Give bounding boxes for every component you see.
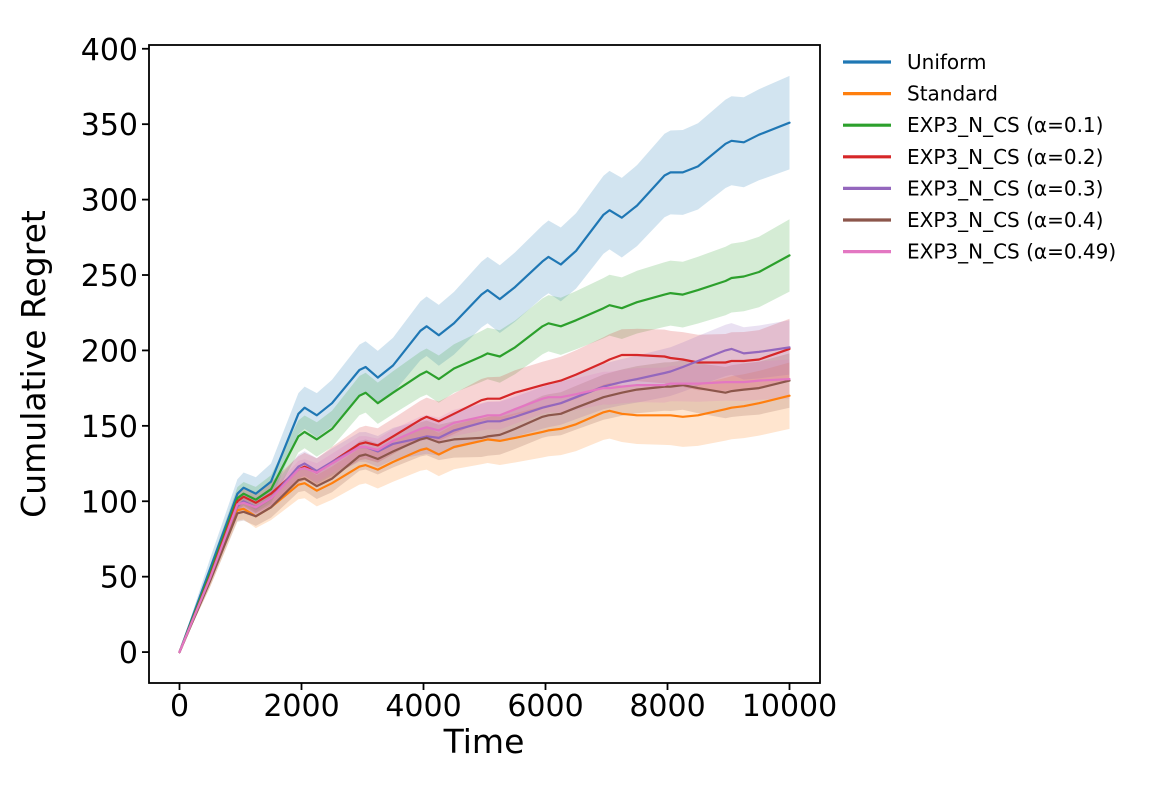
legend-item-exp3-n-cs-0.3: EXP3_N_CS (α=0.3) — [843, 176, 1103, 200]
legend-label: EXP3_N_CS (α=0.49) — [907, 240, 1116, 264]
y-tick-label: 0 — [119, 636, 138, 671]
x-axis-title: Time — [443, 722, 525, 761]
legend: Uniform Standard EXP3_N_CS (α=0.1) EXP3_N_C… — [843, 50, 1116, 264]
y-tick-label: 150 — [81, 410, 138, 445]
y-tick-label: 100 — [81, 485, 138, 520]
confidence-band-exp3-n-cs-0.4 — [179, 353, 790, 653]
y-tick-label: 250 — [81, 259, 138, 294]
confidence-band-exp3-n-cs-0.2 — [179, 318, 790, 653]
legend-item-uniform: Uniform — [843, 50, 987, 74]
confidence-band-uniform — [179, 75, 790, 653]
plot-area-frame — [148, 44, 821, 684]
legend-label: EXP3_N_CS (α=0.3) — [907, 176, 1103, 200]
y-axis-ticks: 0 50 100 150 200 250 300 350 400 — [81, 33, 149, 671]
series-line-exp3-n-cs-0.1 — [178, 254, 791, 654]
y-axis-title: Cumulative Regret — [14, 210, 53, 518]
y-tick-label: 50 — [100, 561, 138, 596]
confidence-band-standard — [179, 362, 790, 653]
series-line-standard — [178, 394, 791, 654]
legend-label: Uniform — [907, 50, 987, 74]
series-line-exp3-n-cs-0.4 — [178, 379, 791, 654]
y-tick-label: 300 — [81, 184, 138, 219]
legend-item-exp3-n-cs-0.2: EXP3_N_CS (α=0.2) — [843, 145, 1103, 169]
y-tick-label: 350 — [81, 108, 138, 143]
y-tick-label: 200 — [81, 334, 138, 369]
legend-item-standard: Standard — [843, 82, 998, 106]
legend-label: EXP3_N_CS (α=0.1) — [907, 113, 1103, 137]
legend-item-exp3-n-cs-0.1: EXP3_N_CS (α=0.1) — [843, 113, 1103, 137]
confidence-band-exp3-n-cs-0.3 — [179, 320, 790, 653]
x-tick-label: 2000 — [263, 689, 339, 724]
confidence-bands-layer — [179, 75, 790, 653]
legend-item-exp3-n-cs-0.4: EXP3_N_CS (α=0.4) — [843, 208, 1103, 232]
legend-item-exp3-n-cs-0.49: EXP3_N_CS (α=0.49) — [843, 240, 1116, 264]
legend-label: EXP3_N_CS (α=0.2) — [907, 145, 1103, 169]
x-tick-label: 10000 — [742, 689, 837, 724]
series-line-uniform — [178, 121, 791, 654]
legend-label: EXP3_N_CS (α=0.4) — [907, 208, 1103, 232]
confidence-band-exp3-n-cs-0.1 — [179, 219, 790, 653]
confidence-band-exp3-n-cs-0.49 — [179, 359, 790, 653]
x-tick-label: 8000 — [629, 689, 705, 724]
series-lines-layer — [178, 121, 791, 654]
series-line-exp3-n-cs-0.3 — [178, 346, 791, 654]
x-axis-ticks: 0 2000 4000 6000 8000 10000 — [170, 683, 837, 724]
series-line-exp3-n-cs-0.49 — [178, 378, 791, 654]
y-tick-label: 400 — [81, 33, 138, 68]
x-tick-label: 4000 — [385, 689, 461, 724]
x-tick-label: 0 — [170, 689, 189, 724]
legend-label: Standard — [907, 82, 998, 106]
x-tick-label: 6000 — [507, 689, 583, 724]
